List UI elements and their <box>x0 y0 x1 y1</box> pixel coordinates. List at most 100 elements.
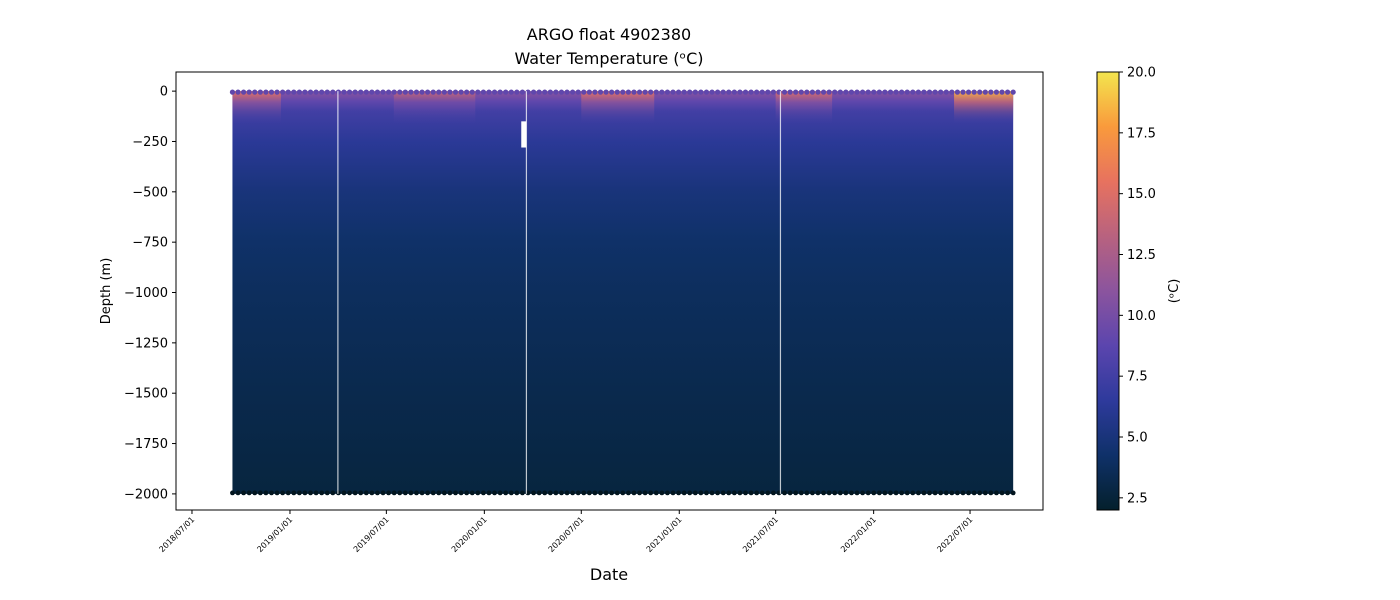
surface-point <box>447 89 453 95</box>
bottom-point <box>860 490 866 496</box>
surface-point <box>307 89 314 95</box>
surface-point <box>486 89 492 95</box>
bottom-point <box>341 490 347 496</box>
surface-point <box>553 89 559 95</box>
bottom-point <box>447 490 453 496</box>
warm-surface-layer <box>232 91 281 124</box>
bottom-point <box>659 490 665 496</box>
bottom-point <box>681 490 687 496</box>
surface-point <box>252 89 258 95</box>
surface-point <box>965 89 972 95</box>
chart-subtitle: Water Temperature (ᵒC) <box>514 49 703 68</box>
bottom-point <box>698 490 704 496</box>
surface-point <box>653 89 659 95</box>
bottom-point <box>854 490 860 496</box>
bottom-point <box>737 490 743 496</box>
plot-frame <box>175 71 1044 511</box>
bottom-point <box>269 490 274 496</box>
bottom-point <box>464 490 470 496</box>
surface-point <box>475 89 481 95</box>
surface-point <box>915 89 921 95</box>
temperature-field <box>232 91 1014 494</box>
y-tick-label: −750 <box>132 236 168 251</box>
x-tick-label: 2020/07/01 <box>547 515 586 554</box>
bottom-point <box>503 490 509 496</box>
surface-point <box>804 89 810 95</box>
surface-point <box>726 89 732 95</box>
surface-point <box>932 89 938 95</box>
bottom-point <box>352 490 358 496</box>
surface-point <box>899 89 905 95</box>
bottom-point <box>810 490 815 496</box>
bottom-point <box>425 490 431 496</box>
colorbar-tick-label: 17.5 <box>1127 126 1156 141</box>
surface-point <box>910 89 916 95</box>
bottom-point <box>882 490 888 496</box>
surface-point <box>268 89 275 95</box>
surface-point <box>938 89 944 95</box>
surface-point <box>603 89 609 95</box>
surface-point <box>926 89 933 95</box>
surface-point <box>425 89 431 95</box>
y-tick-label: −1000 <box>124 286 168 301</box>
bottom-point <box>453 490 458 496</box>
bottom-point <box>743 490 748 496</box>
y-tick-label: −1250 <box>124 336 168 351</box>
bottom-point <box>648 490 654 496</box>
bottom-point <box>347 490 352 496</box>
bottom-point <box>531 490 536 496</box>
surface-point <box>263 89 269 95</box>
surface-point <box>882 89 888 95</box>
surface-point <box>374 89 381 95</box>
surface-point <box>949 89 955 95</box>
surface-point <box>793 89 799 95</box>
bottom-point <box>988 490 994 496</box>
bottom-point <box>230 490 235 496</box>
surface-point <box>408 89 414 95</box>
y-axis: 0 −250 −500 −750 −1000 −1250 −1500 −1750 −2000 <box>124 85 176 502</box>
bottom-point <box>380 490 386 496</box>
surface-point <box>341 89 347 95</box>
y-tick-label: −1500 <box>124 387 168 402</box>
surface-point <box>742 89 749 95</box>
surface-point <box>229 89 236 95</box>
surface-point <box>570 89 576 95</box>
surface-point <box>291 89 297 95</box>
bottom-point <box>402 490 408 496</box>
bottom-point <box>308 490 313 496</box>
surface-point <box>720 89 726 95</box>
bottom-point <box>252 490 258 496</box>
surface-point <box>235 89 241 95</box>
bottom-point <box>782 490 787 496</box>
bottom-point <box>943 490 949 496</box>
bottom-point <box>821 490 826 496</box>
profile-gap <box>525 91 528 494</box>
bottom-point <box>865 490 871 496</box>
bottom-point <box>235 490 241 496</box>
colorbar-tick-label: 7.5 <box>1127 370 1148 385</box>
surface-point <box>715 89 721 95</box>
bottom-point <box>414 490 419 496</box>
surface-point <box>285 89 291 95</box>
y-tick-label: −500 <box>132 185 168 200</box>
surface-point <box>820 89 827 95</box>
surface-point <box>441 89 447 95</box>
surface-point <box>765 89 771 95</box>
bottom-point <box>475 490 481 496</box>
surface-point <box>860 89 866 95</box>
bottom-point <box>804 490 810 496</box>
bottom-point <box>592 490 598 496</box>
bottom-point <box>296 490 302 496</box>
surface-point <box>458 89 464 95</box>
surface-point <box>832 89 838 95</box>
surface-point <box>302 89 308 95</box>
surface-point <box>519 89 526 95</box>
bottom-point <box>586 490 592 496</box>
bottom-point <box>280 490 286 496</box>
bottom-point <box>564 490 570 496</box>
bottom-point <box>609 490 615 496</box>
surface-point <box>503 89 509 95</box>
bottom-point <box>536 490 542 496</box>
